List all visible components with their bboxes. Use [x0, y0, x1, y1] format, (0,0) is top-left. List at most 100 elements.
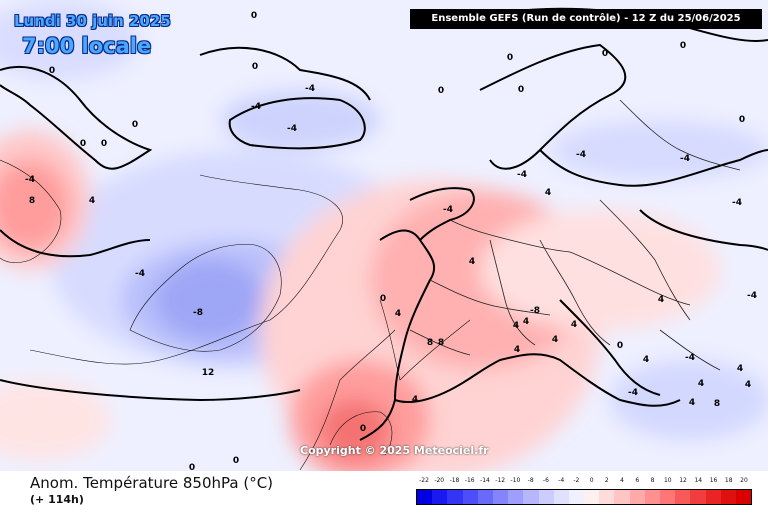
color-scale-cell: [735, 490, 752, 504]
color-scale: -22 -20 -18 -16 -14 -12 -10 -8 -6 -4 -2 0 2 4 6 8 10 12 14…: [416, 477, 752, 511]
contour-label: -8: [193, 308, 203, 318]
forecast-time: 7:00 locale: [22, 34, 152, 58]
color-scale-cell: [660, 490, 676, 504]
color-scale-tick: 18: [724, 477, 733, 484]
color-scale-cell: [629, 490, 645, 504]
contour-label: 4: [552, 335, 558, 345]
color-scale-tick: 14: [694, 477, 703, 484]
color-scale-cell: [675, 490, 691, 504]
contour-label: -4: [287, 124, 297, 134]
color-scale-tick: -2: [573, 477, 580, 484]
isotherm-contours: [0, 159, 471, 471]
contour-label: -4: [517, 170, 527, 180]
contour-label: -4: [305, 84, 315, 94]
contour-label: -4: [443, 205, 453, 215]
color-scale-cell: [477, 490, 493, 504]
color-scale-tick: 0: [589, 477, 594, 484]
temperature-anomaly-map: 0 0 0 0 0 0 0 0 0 0 0 0 0 -4 -4 -4 -4 -4…: [0, 0, 768, 471]
contour-label: 0: [189, 463, 195, 471]
color-scale-cell: [614, 490, 630, 504]
contour-label: 4: [395, 309, 401, 319]
contour-label: 0: [80, 139, 86, 149]
color-scale-cell: [553, 490, 569, 504]
contour-label: 4: [571, 320, 577, 330]
color-scale-tick: -16: [464, 477, 475, 484]
contour-label: 0: [680, 41, 686, 51]
color-scale-tick: 6: [635, 477, 640, 484]
contour-label: 0: [507, 53, 513, 63]
contour-label: 4: [523, 317, 529, 327]
contour-label: 4: [545, 188, 551, 198]
color-scale-tick: -6: [542, 477, 549, 484]
color-scale-cell: [492, 490, 509, 504]
color-scale-tick: -14: [480, 477, 490, 484]
contour-label: -4: [25, 175, 35, 185]
contour-label: 0: [252, 62, 258, 72]
color-scale-bar: [416, 489, 752, 505]
color-scale-tick: -4: [558, 477, 565, 484]
borders: [409, 99, 741, 371]
contour-label: 4: [412, 395, 418, 405]
color-scale-cell: [599, 490, 615, 504]
run-info-banner: Ensemble GEFS (Run de contrôle) - 12 Z d…: [410, 9, 762, 29]
contour-label: 4: [745, 380, 751, 390]
contour-label: 0: [518, 85, 524, 95]
contour-label: 4: [89, 196, 95, 206]
color-scale-cell: [568, 490, 585, 504]
color-scale-tick: -20: [434, 477, 445, 484]
contour-label: 12: [202, 368, 215, 378]
contour-label: -4: [685, 353, 695, 363]
color-scale-tick: 10: [663, 477, 672, 484]
contour-label: 0: [132, 120, 138, 130]
color-scale-cell: [447, 490, 463, 504]
contour-label: 0: [233, 456, 239, 466]
color-scale-cell: [705, 490, 721, 504]
color-scale-cell: [538, 490, 554, 504]
color-scale-tick: -18: [449, 477, 460, 484]
color-scale-cell: [720, 490, 736, 504]
contour-label: 4: [658, 295, 664, 305]
contour-label: 4: [737, 364, 743, 374]
anomaly-field: [0, 0, 768, 471]
contour-label: 8: [438, 338, 444, 348]
contour-label: 0: [380, 294, 386, 304]
color-scale-cell: [690, 490, 706, 504]
color-scale-cell: [584, 490, 600, 504]
color-scale-tick: 12: [679, 477, 687, 484]
color-scale-cell: [523, 490, 539, 504]
copyright-text: Copyright © 2025 Meteociel.fr: [300, 444, 489, 457]
lead-time: (+ 114h): [30, 493, 84, 506]
contour-label: 0: [438, 86, 444, 96]
contour-label: -4: [576, 150, 586, 160]
contour-label: 4: [514, 345, 520, 355]
color-scale-cell: [508, 490, 524, 504]
contour-label: 0: [101, 139, 107, 149]
contour-label: 0: [360, 424, 366, 434]
contour-label: -8: [530, 306, 540, 316]
color-scale-tick: 20: [740, 477, 748, 484]
contour-label: 8: [29, 196, 35, 206]
contour-label: 0: [739, 115, 745, 125]
contour-label: 4: [513, 321, 519, 331]
contour-label: -4: [628, 388, 638, 398]
contour-label: 0: [49, 66, 55, 76]
color-scale-tick: 2: [604, 477, 609, 484]
contour-label: 0: [617, 341, 623, 351]
color-scale-tick: -22: [419, 477, 429, 484]
color-scale-cell: [644, 490, 660, 504]
contour-label: -4: [680, 154, 690, 164]
contour-label: 0: [602, 49, 608, 59]
contour-label: 0: [251, 11, 257, 21]
contour-label: 8: [714, 399, 720, 409]
color-scale-cell: [432, 490, 448, 504]
color-scale-cell: [417, 490, 433, 504]
contour-label: -4: [747, 291, 757, 301]
contour-label: 4: [469, 257, 475, 267]
contour-label: 8: [427, 338, 433, 348]
color-scale-tick: 16: [709, 477, 718, 484]
contour-label: 4: [689, 398, 695, 408]
contour-label: 4: [643, 355, 649, 365]
color-scale-tick: 8: [650, 477, 655, 484]
contour-label: -4: [732, 198, 742, 208]
color-scale-tick: -10: [510, 477, 521, 484]
